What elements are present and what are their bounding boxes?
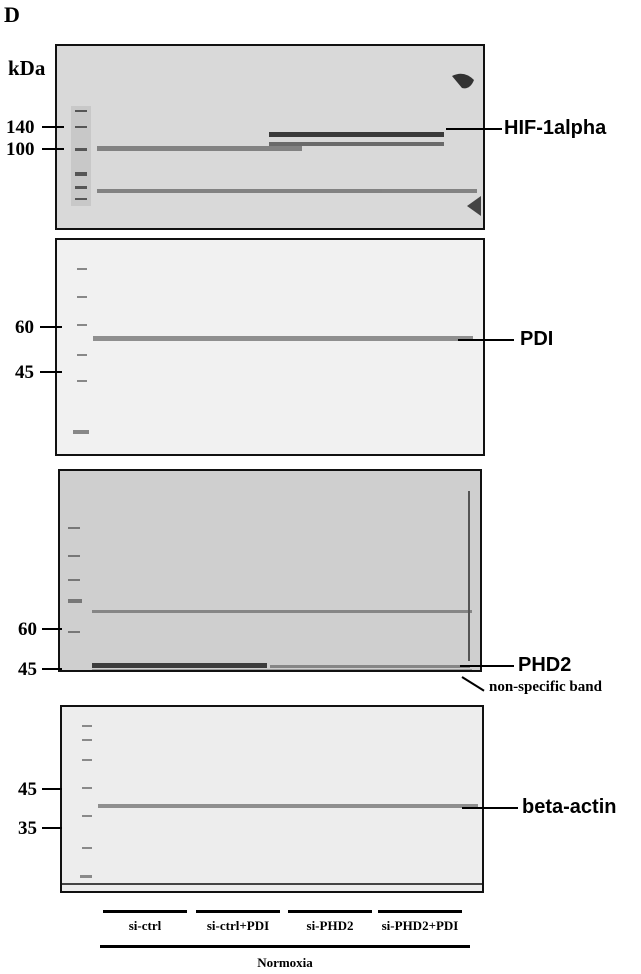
beta-actin-label: beta-actin (522, 796, 617, 818)
blot-beta-actin (60, 705, 484, 893)
marker-100: 100 (6, 139, 35, 160)
group-si-ctrl-label: si-ctrl (128, 918, 162, 933)
marker-140-tick (42, 126, 64, 128)
group-si-ctrl-pdi-line (196, 910, 280, 913)
hif1alpha-label: HIF-1alpha (504, 117, 607, 139)
marker-45-phd2: 45 (18, 659, 37, 680)
beta-actin-pointer (462, 807, 518, 809)
group-si-phd2-pdi-label: si-PHD2+PDI (381, 918, 459, 933)
unit-label: kDa (8, 56, 46, 80)
group-si-phd2-label: si-PHD2 (306, 918, 354, 933)
panel-letter: D (4, 2, 20, 27)
group-si-phd2-line (288, 910, 372, 913)
group-si-phd2-pdi-line (378, 910, 462, 913)
phd2-label: PHD2 (518, 654, 572, 676)
group-si-ctrl-line (103, 910, 187, 913)
marker-45-actin-tick (42, 788, 62, 790)
pdi-label: PDI (520, 328, 554, 350)
blot-hif1alpha (55, 44, 485, 230)
nonspecific-label: non-specific band (489, 679, 602, 695)
phd2-pointer (460, 665, 514, 667)
marker-60-pdi-tick (40, 326, 62, 328)
marker-45-phd2-tick (42, 668, 62, 670)
nonspecific-pointer (461, 676, 485, 692)
blot-hif1alpha-image (71, 73, 481, 216)
marker-45-actin: 45 (18, 779, 37, 800)
marker-60-pdi: 60 (15, 317, 34, 338)
marker-140: 140 (6, 117, 35, 138)
marker-35-actin-tick (42, 827, 62, 829)
blot-pdi-image (73, 268, 473, 434)
marker-35-actin: 35 (18, 818, 37, 839)
blot-pdi (55, 238, 485, 456)
marker-45-pdi: 45 (15, 362, 34, 383)
condition-label: Normoxia (257, 955, 313, 970)
hif1alpha-pointer (446, 128, 502, 130)
marker-60-phd2: 60 (18, 619, 37, 640)
group-si-ctrl-pdi-label: si-ctrl+PDI (206, 918, 270, 933)
pdi-pointer (458, 339, 514, 341)
blot-beta-actin-image (62, 725, 482, 885)
condition-line (100, 945, 470, 948)
marker-60-phd2-tick (42, 628, 62, 630)
blot-phd2 (58, 469, 482, 672)
marker-100-tick (42, 148, 64, 150)
blot-phd2-image (68, 491, 472, 670)
marker-45-pdi-tick (40, 371, 62, 373)
